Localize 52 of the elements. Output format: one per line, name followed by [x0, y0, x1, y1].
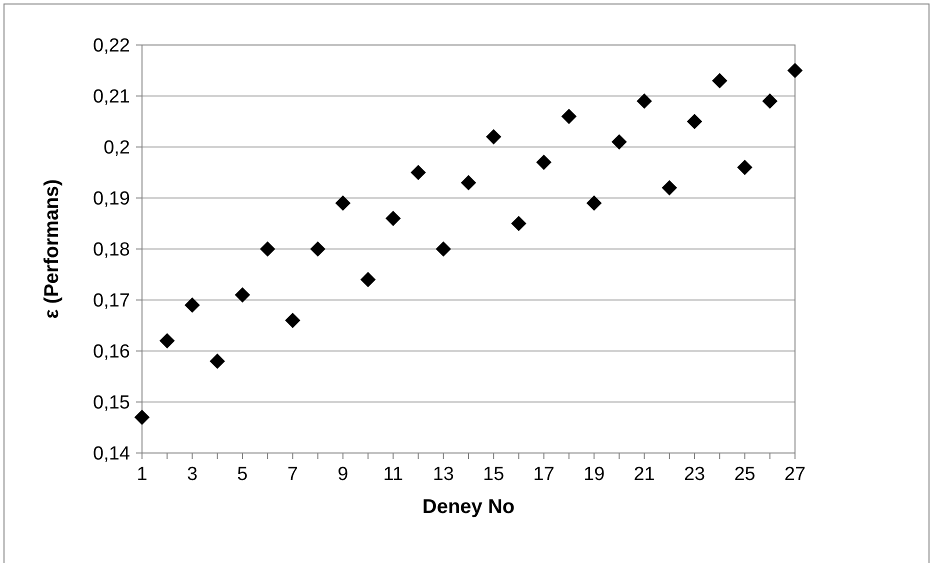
y-tick-label: 0,17: [93, 290, 130, 312]
point: [636, 93, 652, 109]
y-tick-label: 0,18: [93, 240, 130, 261]
point: [460, 175, 476, 190]
y-tick-label: 0,16: [93, 342, 130, 363]
point: [787, 62, 803, 78]
x-tick-label: 21: [634, 464, 655, 485]
x-tick-label: 25: [734, 464, 756, 485]
x-tick-label: 9: [338, 464, 348, 485]
point: [436, 241, 452, 257]
point: [210, 354, 226, 369]
x-tick-label: 19: [584, 464, 605, 485]
x-tick-label: 3: [186, 464, 198, 485]
point: [712, 73, 728, 88]
x-tick-label: 11: [383, 464, 404, 485]
point: [686, 114, 702, 130]
point: [737, 160, 752, 176]
y-tick-label: 0,19: [93, 188, 130, 210]
point: [360, 272, 376, 288]
x-tick-label: 1: [136, 464, 148, 485]
y-tick-label: 0,21: [93, 86, 130, 108]
x-tick-label: 5: [237, 464, 248, 485]
y-tick-label: 0,14: [93, 444, 130, 465]
y-axis-title: ε (Performans): [41, 179, 63, 319]
point: [612, 134, 627, 150]
y-tick-label: 0,22: [93, 36, 130, 57]
x-tick-label: 7: [287, 464, 298, 485]
point: [486, 129, 502, 144]
point: [234, 287, 250, 303]
y-tick-label: 0,2: [104, 138, 130, 159]
x-tick-label: 27: [784, 464, 806, 485]
point: [536, 154, 552, 170]
x-axis-title: Deney No: [422, 496, 515, 518]
point: [410, 164, 426, 180]
point: [159, 333, 175, 348]
point: [385, 210, 401, 226]
point: [762, 93, 778, 109]
point: [561, 108, 577, 124]
point: [134, 410, 150, 425]
point: [310, 241, 326, 257]
x-tick-label: 15: [483, 464, 504, 485]
point: [662, 180, 678, 196]
point: [260, 241, 276, 257]
x-tick-label: 13: [432, 464, 454, 485]
point: [285, 312, 300, 328]
point: [511, 216, 526, 232]
x-tick-label: 23: [684, 464, 706, 485]
point: [586, 195, 602, 211]
point: [335, 195, 351, 211]
y-tick-label: 0,15: [93, 392, 130, 414]
x-tick-label: 17: [533, 464, 554, 485]
point: [184, 297, 200, 313]
